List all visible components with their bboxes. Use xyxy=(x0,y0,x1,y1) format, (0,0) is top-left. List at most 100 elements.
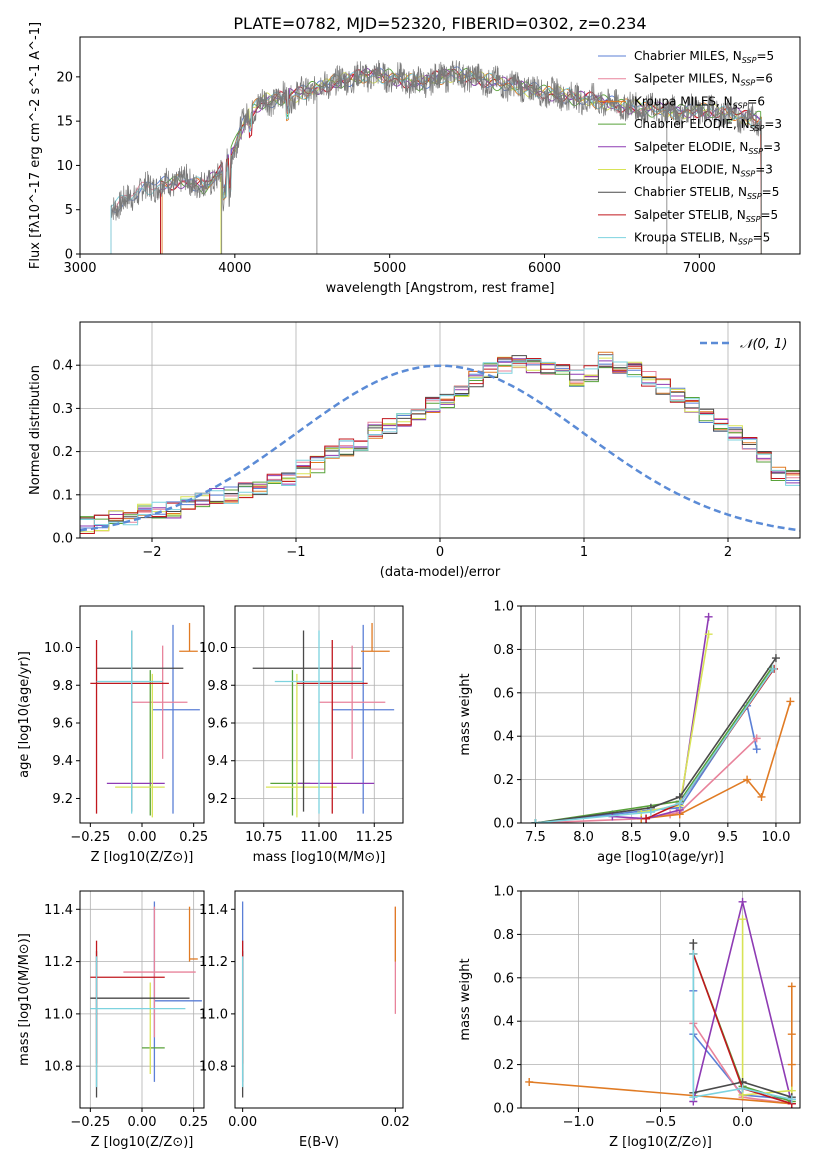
weight-line-0 xyxy=(535,703,758,823)
legend-entry: Chabrier STELIB, NSSP=5 xyxy=(634,185,779,201)
x-tick-label: 6000 xyxy=(528,261,561,276)
panel-residuals: −2 −1 0 1 2 0.0 0.1 0.2 0.3 0.4 (data-model)/error… xyxy=(28,321,801,580)
y-tick-label: 11.2 xyxy=(199,955,228,970)
weight-marker xyxy=(769,664,778,673)
y-tick-label: 9.4 xyxy=(52,754,73,769)
y-tick-label: 10.8 xyxy=(44,1060,73,1075)
normal-reference-curve xyxy=(80,364,800,532)
y-tick-label: 11.0 xyxy=(199,1007,228,1022)
x-tick-label: −0.25 xyxy=(70,1115,110,1130)
plot-area xyxy=(80,322,800,538)
weight-marker xyxy=(689,949,698,958)
observed-spectrum-line xyxy=(110,60,762,221)
plot-area xyxy=(521,891,800,1108)
errorbar-point xyxy=(90,940,165,1064)
y-axis-label: mass weight xyxy=(458,673,473,755)
y-tick-label: 10.0 xyxy=(44,641,73,656)
y-tick-label: 1.0 xyxy=(493,600,514,615)
plot-area xyxy=(90,622,200,818)
weight-marker xyxy=(525,1077,534,1086)
weight-marker xyxy=(787,1095,796,1104)
x-tick-label: 8.0 xyxy=(573,830,594,845)
y-tick-label: 0.6 xyxy=(493,686,514,701)
y-tick-label: 0.8 xyxy=(493,928,514,943)
x-tick-label: 1 xyxy=(580,545,588,560)
residual-histogram-5 xyxy=(80,356,800,533)
y-tick-label: 5 xyxy=(65,203,73,218)
y-tick-label: 10.0 xyxy=(199,641,228,656)
errorbar-point xyxy=(179,622,198,652)
errorbar-point xyxy=(265,673,337,818)
x-tick-label: 9.5 xyxy=(718,830,739,845)
y-tick-label: 0.0 xyxy=(52,532,73,547)
x-tick-label: 2 xyxy=(724,545,732,560)
x-axis-label: mass [log10(M/M⊙)] xyxy=(253,850,386,865)
x-tick-label: 11.00 xyxy=(300,830,337,845)
legend: 𝒩(0, 1) xyxy=(700,337,787,352)
y-tick-label: 0.1 xyxy=(52,488,73,503)
panel-mass_vs_Z: −0.25 0.00 0.25 10.8 11.0 11.2 11.4 Z [log10(Z/… xyxy=(17,890,208,1150)
weight-marker xyxy=(738,915,747,924)
legend-entry: Kroupa MILES, NSSP=6 xyxy=(634,94,765,110)
y-tick-label: 0.8 xyxy=(493,643,514,658)
weight-marker xyxy=(752,745,761,754)
x-tick-label: 0.0 xyxy=(732,1115,753,1130)
panel-weight_vs_age: 7.5 8.0 8.5 9.0 9.5 10.0 0.0 0.2 0.4 0.6 0.8 1.0 age… xyxy=(458,600,801,865)
x-tick-label: −1 xyxy=(286,545,305,560)
y-tick-label: 9.2 xyxy=(207,792,228,807)
errorbar-point xyxy=(296,639,368,814)
y-tick-label: 10.8 xyxy=(199,1060,228,1075)
y-axis-label: Normed distribution xyxy=(28,365,43,495)
y-tick-label: 15 xyxy=(56,115,73,130)
y-tick-label: 0.0 xyxy=(493,1102,514,1117)
plot-area xyxy=(80,891,204,1108)
errorbar-point xyxy=(332,624,395,814)
figure-title: PLATE=0782, MJD=52320, FIBERID=0302, z=0… xyxy=(233,14,646,33)
legend-entry: Kroupa STELIB, NSSP=5 xyxy=(634,231,770,247)
x-tick-label: 0.00 xyxy=(228,1115,257,1130)
y-axis-label: mass weight xyxy=(458,958,473,1040)
panel-spectrum: 3000 4000 5000 6000 7000 0 5 10 15 20 wavelength [… xyxy=(28,22,801,296)
weight-line-5 xyxy=(641,634,710,813)
y-tick-label: 9.6 xyxy=(52,716,73,731)
residual-histogram-0 xyxy=(80,360,800,529)
axes-frame xyxy=(234,890,404,1109)
residual-histogram-1 xyxy=(80,362,800,523)
weight-marker xyxy=(738,897,747,906)
legend-entry: Salpeter MILES, NSSP=6 xyxy=(634,72,773,88)
x-tick-label: −0.5 xyxy=(645,1115,677,1130)
weight-marker xyxy=(646,808,655,817)
weight-marker xyxy=(738,1084,747,1093)
y-tick-label: 0.4 xyxy=(493,730,514,745)
weight-marker xyxy=(786,697,795,706)
weight-marker xyxy=(752,734,761,743)
panel-age_vs_Z: −0.25 0.00 0.25 9.2 9.4 9.6 9.8 10.0 Z [log10(Z/… xyxy=(17,605,208,865)
residual-histogram-4 xyxy=(80,358,800,527)
x-tick-label: 8.5 xyxy=(621,830,642,845)
y-tick-label: 0.6 xyxy=(493,971,514,986)
errorbar-point xyxy=(123,906,196,1038)
residual-histogram-8 xyxy=(80,354,800,526)
x-tick-label: −1.0 xyxy=(563,1115,595,1130)
x-tick-label: 0.00 xyxy=(128,830,157,845)
errorbar-point xyxy=(90,639,169,814)
weight-line-8 xyxy=(692,953,792,1101)
axes-frame xyxy=(520,605,801,824)
x-axis-label: (data-model)/error xyxy=(380,565,501,580)
x-tick-label: 11.25 xyxy=(356,830,393,845)
y-tick-label: 9.6 xyxy=(207,716,228,731)
plot-area xyxy=(521,606,800,823)
errorbar-point xyxy=(90,951,190,1098)
errorbar-point xyxy=(188,906,198,962)
weight-line-3 xyxy=(535,668,772,823)
y-tick-label: 0.4 xyxy=(52,359,73,374)
weight-marker xyxy=(675,799,684,808)
panel-mass_vs_EBV: 0.00 0.02 10.8 11.0 11.2 11.4 E(B-V) xyxy=(199,890,410,1150)
x-tick-label: 7000 xyxy=(683,261,716,276)
weight-line-6 xyxy=(535,657,777,823)
errorbar-point xyxy=(361,622,390,652)
y-tick-label: 0.4 xyxy=(493,1015,514,1030)
y-tick-label: 9.8 xyxy=(207,679,228,694)
errorbar-point xyxy=(153,901,202,1082)
